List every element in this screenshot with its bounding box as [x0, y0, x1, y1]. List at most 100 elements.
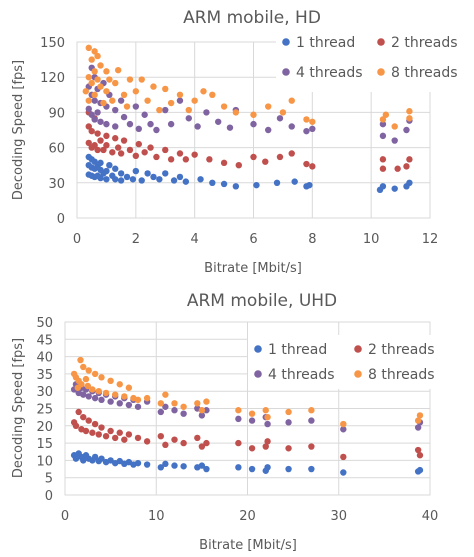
- data-point: [103, 120, 110, 128]
- data-point: [253, 181, 260, 189]
- data-point: [77, 356, 84, 364]
- data-point: [250, 111, 257, 118]
- data-point: [203, 407, 210, 414]
- data-point: [107, 427, 114, 435]
- data-point: [288, 123, 295, 130]
- data-point: [103, 132, 110, 140]
- x-tick-label: 4: [191, 232, 199, 247]
- data-point: [262, 158, 269, 165]
- data-point: [406, 179, 413, 186]
- data-point: [132, 167, 140, 175]
- data-point: [276, 153, 284, 161]
- chart-uhd: ARM mobile, UHD 0 5 10 15 20 25 30 35 40 45 50 0 10…: [11, 291, 458, 553]
- x-tick-label: 6: [249, 232, 257, 247]
- data-point: [112, 165, 119, 172]
- data-point: [97, 137, 104, 144]
- data-point: [111, 434, 119, 442]
- data-point: [308, 417, 315, 424]
- data-point: [112, 79, 119, 87]
- data-point: [91, 370, 99, 378]
- data-point: [98, 396, 105, 404]
- data-point: [143, 461, 151, 468]
- data-point: [182, 178, 190, 185]
- data-point: [162, 460, 169, 468]
- data-point: [85, 105, 92, 113]
- y-tick-label: 5: [45, 472, 53, 487]
- data-point: [180, 439, 187, 447]
- data-point: [265, 103, 272, 110]
- data-point: [144, 97, 151, 104]
- legend-marker: [282, 68, 290, 76]
- legend-marker: [377, 38, 385, 46]
- y-tick-label: 150: [40, 36, 65, 51]
- data-point: [285, 465, 292, 473]
- series-1-thread: [85, 153, 413, 194]
- data-point: [167, 120, 175, 128]
- data-point: [308, 443, 315, 450]
- data-point: [220, 159, 228, 167]
- data-point: [109, 149, 116, 156]
- data-point: [180, 463, 187, 470]
- data-point: [206, 156, 213, 163]
- data-point: [414, 446, 422, 454]
- data-point: [94, 109, 101, 116]
- data-point: [147, 120, 154, 128]
- x-tick-label: 30: [330, 509, 347, 524]
- y-tick-label: 30: [48, 177, 65, 192]
- data-point: [125, 431, 133, 438]
- data-point: [403, 163, 410, 170]
- data-point: [138, 76, 145, 83]
- data-point: [78, 381, 85, 388]
- data-point: [416, 412, 424, 419]
- data-point: [97, 159, 104, 167]
- data-point: [288, 150, 295, 157]
- y-tick-label: 15: [36, 437, 53, 452]
- data-point: [379, 165, 387, 172]
- data-point: [340, 453, 347, 461]
- x-tick-label: 2: [132, 232, 140, 247]
- series-2-threads: [85, 109, 413, 172]
- data-point: [141, 149, 148, 156]
- y-tick-label: 10: [36, 454, 53, 469]
- data-point: [125, 401, 133, 409]
- data-point: [134, 403, 142, 410]
- data-point: [117, 97, 125, 104]
- data-point: [235, 415, 242, 423]
- legend-marker: [282, 38, 290, 46]
- legend-marker: [354, 345, 362, 353]
- data-point: [84, 382, 92, 390]
- data-point: [157, 408, 165, 416]
- data-point: [91, 97, 98, 104]
- data-point: [248, 465, 256, 473]
- data-point: [171, 407, 178, 414]
- data-point: [144, 170, 151, 177]
- data-point: [162, 170, 169, 177]
- data-point: [215, 118, 222, 125]
- data-point: [262, 407, 269, 414]
- legend-marker: [377, 68, 385, 76]
- data-point: [94, 130, 101, 137]
- data-point: [232, 183, 240, 190]
- data-point: [82, 88, 90, 95]
- data-point: [97, 83, 104, 90]
- data-point: [171, 400, 178, 407]
- data-point: [382, 111, 390, 118]
- x-tick-labels: 0 2 4 6 8 10 12: [73, 232, 438, 247]
- data-point: [94, 76, 101, 83]
- data-point: [279, 109, 287, 116]
- data-point: [75, 408, 82, 416]
- data-point: [176, 150, 184, 157]
- data-point: [121, 436, 128, 443]
- y-tick-label: 0: [57, 212, 65, 227]
- y-tick-label: 90: [48, 106, 65, 121]
- data-point: [82, 427, 90, 435]
- data-point: [85, 417, 92, 424]
- series-4-threads: [85, 64, 413, 144]
- data-point: [220, 180, 228, 188]
- data-point: [340, 469, 347, 476]
- data-point: [80, 457, 87, 464]
- data-point: [102, 432, 110, 440]
- data-point: [106, 76, 113, 83]
- data-point: [112, 176, 119, 183]
